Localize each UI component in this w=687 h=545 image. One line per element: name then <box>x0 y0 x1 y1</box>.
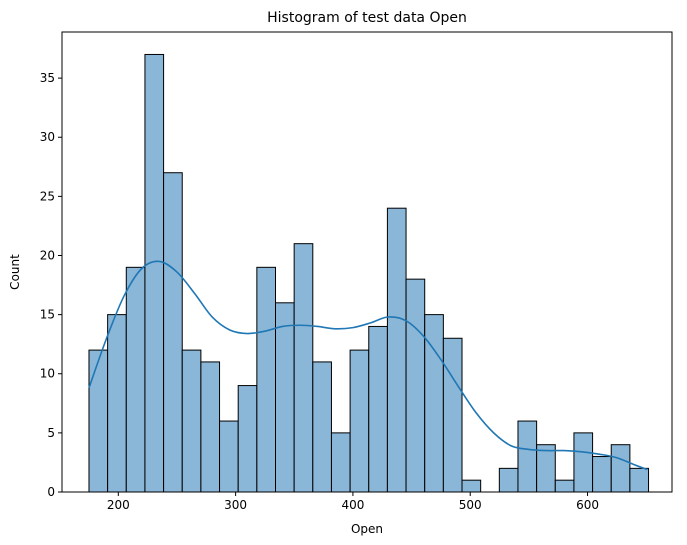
histogram-bar <box>144 53 165 493</box>
histogram-bar <box>88 349 109 493</box>
y-tick-label: 20 <box>40 248 55 262</box>
kde-line <box>88 260 648 471</box>
histogram-bar <box>312 361 332 493</box>
y-tick-label: 35 <box>40 71 55 85</box>
histogram-bar <box>498 467 519 493</box>
y-tick-label: 25 <box>40 189 55 203</box>
x-tick-label: 400 <box>341 498 364 512</box>
kde-layer <box>88 260 648 471</box>
y-tick-label: 15 <box>40 308 55 322</box>
histogram-bar <box>554 479 575 493</box>
y-tick-label: 0 <box>47 485 55 499</box>
y-tick-label: 10 <box>40 367 55 381</box>
y-axis-label: Count <box>8 254 22 290</box>
x-tick-label: 200 <box>107 498 130 512</box>
x-tick-label: 600 <box>576 498 599 512</box>
histogram-bar <box>405 278 426 493</box>
histogram-bar <box>200 361 221 493</box>
histogram-bar <box>592 456 612 493</box>
histogram-bar <box>536 444 556 493</box>
histogram-bar <box>386 207 407 493</box>
histogram-bar <box>181 349 202 493</box>
histogram-bar <box>125 266 146 493</box>
histogram-bar <box>461 479 482 493</box>
histogram-bar <box>610 444 631 493</box>
histogram-bar <box>330 432 351 493</box>
histogram-bar <box>573 432 594 493</box>
y-tick-label: 5 <box>47 426 55 440</box>
x-tick-label: 300 <box>224 498 247 512</box>
plot-frame <box>61 31 673 493</box>
histogram-bar <box>237 385 258 493</box>
histogram-bar <box>219 420 239 493</box>
chart-title: Histogram of test data Open <box>267 10 467 26</box>
histogram-bar <box>629 467 650 493</box>
histogram-bar <box>349 349 370 493</box>
x-axis-label: Open <box>351 522 383 536</box>
histogram-bars <box>88 53 650 493</box>
histogram-bar <box>163 172 183 493</box>
histogram-bar <box>517 420 538 493</box>
histogram-bar <box>107 314 127 493</box>
histogram-bar <box>293 243 314 493</box>
axes <box>61 31 673 493</box>
histogram-bar <box>275 302 295 493</box>
histogram-bar <box>442 337 463 493</box>
x-tick-label: 500 <box>459 498 482 512</box>
ticks: 200 300 400 500 600 0 5 10 15 20 25 30 35 <box>40 71 599 512</box>
histogram-bar <box>256 266 277 493</box>
histogram-bar <box>368 325 388 493</box>
y-tick-label: 30 <box>40 130 55 144</box>
